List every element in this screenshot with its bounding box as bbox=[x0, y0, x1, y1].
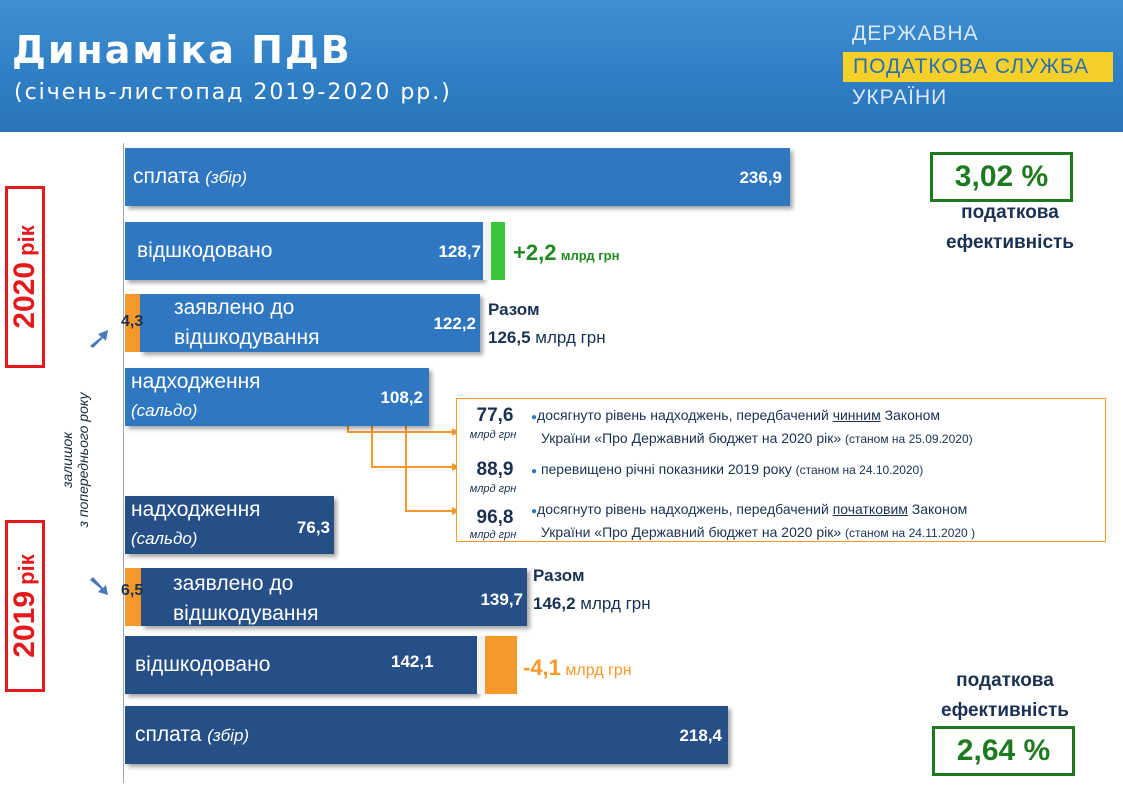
efficiency-value-2019: 2,64 % bbox=[932, 726, 1075, 776]
bar-payment-2019: сплата (збір) 218,4 bbox=[125, 706, 728, 764]
milestone-value-1: 77,6 bbox=[476, 405, 514, 426]
total-claimed-2020: Разом 126,5 млрд грн bbox=[488, 300, 606, 347]
increase-stub-2020 bbox=[491, 222, 505, 280]
carryover-segment-2019 bbox=[125, 568, 141, 626]
year-frame-2019: 2019 рік bbox=[5, 520, 45, 692]
arrow-2020-icon bbox=[90, 330, 108, 348]
milestone-value-2: 88,9 bbox=[476, 459, 514, 480]
bar-label-claimed-2019: заявлено до відшкодування bbox=[173, 572, 319, 625]
bar-receipts-2020: надходження (сальдо) 108,2 bbox=[125, 368, 429, 426]
bar-claimed-2019: заявлено до відшкодування 139,7 bbox=[141, 568, 527, 626]
milestone-text-1: ●досягнуто рівень надходжень, передбачен… bbox=[531, 407, 973, 446]
milestones-box: 77,6 млрд грн ●досягнуто рівень надходже… bbox=[456, 398, 1106, 542]
bar-label-refunded-2020: відшкодовано bbox=[137, 239, 273, 262]
refund-change-2019: -4,1 млрд грн bbox=[523, 655, 632, 680]
milestone-text-2: ● перевищено річні показники 2019 року (… bbox=[531, 461, 924, 477]
carryover-segment-2020 bbox=[125, 294, 140, 352]
logo-line-3: УКРАЇНИ bbox=[852, 86, 948, 109]
decrease-stub-2019 bbox=[485, 636, 517, 694]
logo-line-1: ДЕРЖАВНА bbox=[852, 22, 979, 45]
bar-payment-2020: сплата (збір) 236,9 bbox=[125, 148, 790, 206]
logo-line-2: ПОДАТКОВА СЛУЖБА bbox=[843, 52, 1113, 82]
carryover-value-2019: 6,5 bbox=[121, 582, 144, 599]
milestone-text-3: ●досягнуто рівень надходжень, передбачен… bbox=[531, 501, 976, 540]
efficiency-label-2019: податкова ефективність bbox=[941, 670, 1069, 721]
bar-value-receipts-2019: 76,3 bbox=[296, 518, 330, 537]
bar-value-receipts-2020: 108,2 bbox=[380, 388, 423, 407]
bar-value-claimed-2020: 122,2 bbox=[433, 314, 476, 333]
bar-refunded-2019: відшкодовано 142,1 bbox=[125, 636, 477, 694]
bar-value-refunded-2019: 142,1 bbox=[391, 652, 434, 671]
stub-spacer-2020 bbox=[483, 222, 491, 280]
header-banner: Динаміка ПДВ (січень-листопад 2019-2020 … bbox=[0, 0, 1123, 132]
milestone-value-3: 96,8 bbox=[476, 507, 514, 528]
milestone-unit-1: млрд грн bbox=[469, 429, 517, 441]
carryover-value-2020: 4,3 bbox=[121, 313, 144, 330]
bar-value-refunded-2020: 128,7 bbox=[438, 242, 481, 261]
bar-label-payment-2019: сплата (збір) bbox=[135, 723, 250, 746]
bar-label-payment-2020: сплата (збір) bbox=[133, 165, 248, 188]
bar-value-payment-2020: 236,9 bbox=[739, 168, 782, 187]
efficiency-value-2020: 3,02 % bbox=[930, 152, 1073, 202]
efficiency-label-2020: податкова ефективність bbox=[946, 202, 1074, 253]
total-claimed-2019: Разом 146,2 млрд грн bbox=[533, 566, 651, 613]
bar-label-receipts-2020: надходження (сальдо) bbox=[131, 370, 261, 420]
bar-value-payment-2019: 218,4 bbox=[679, 726, 722, 745]
bar-label-claimed-2020: заявлено до відшкодування bbox=[174, 296, 320, 349]
milestone-unit-3: млрд грн bbox=[469, 529, 517, 541]
refund-change-2020: +2,2 млрд грн bbox=[513, 240, 620, 265]
bar-receipts-2019: надходження (сальдо) 76,3 bbox=[125, 496, 334, 554]
bar-label-refunded-2019: відшкодовано bbox=[135, 653, 271, 676]
bar-value-claimed-2019: 139,7 bbox=[480, 590, 523, 609]
milestone-unit-2: млрд грн bbox=[469, 483, 517, 495]
bar-claimed-2020: заявлено до відшкодування 122,2 bbox=[140, 294, 480, 352]
chart-axis-line bbox=[123, 143, 124, 783]
year-frame-2020: 2020 рік bbox=[5, 186, 45, 368]
page-title: Динаміка ПДВ bbox=[12, 28, 352, 72]
bar-label-receipts-2019: надходження (сальдо) bbox=[131, 498, 261, 548]
bar-refunded-2020: відшкодовано 128,7 bbox=[125, 222, 483, 280]
page-subtitle: (січень-листопад 2019-2020 рр.) bbox=[14, 80, 452, 105]
stub-spacer-2019 bbox=[477, 636, 485, 694]
arrow-2019-icon bbox=[90, 577, 108, 595]
